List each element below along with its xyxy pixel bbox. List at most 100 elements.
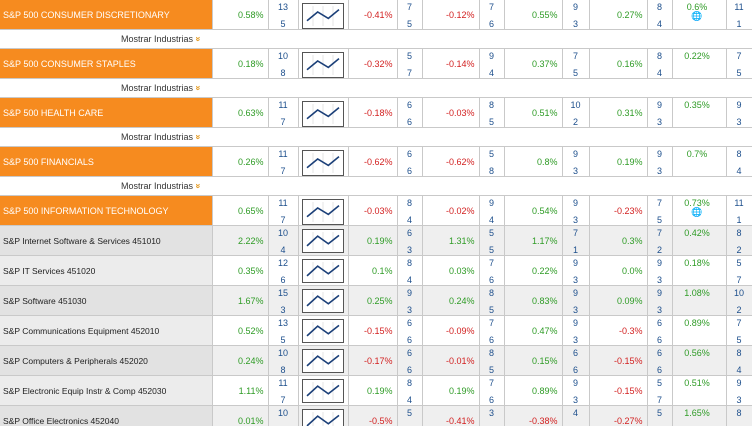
change-value: -0.23% (589, 195, 648, 226)
change-value: 0.03% (422, 255, 480, 286)
rank-up: 8 (656, 51, 662, 61)
show-industries-row[interactable]: Mostrar Industrias» (0, 29, 752, 49)
sparkline-cell[interactable] (298, 375, 349, 406)
chevron-double-down-icon[interactable]: » (193, 134, 204, 140)
rank-up: 10 (277, 348, 288, 358)
sparkline-line (306, 414, 340, 426)
rank-down: 6 (406, 166, 412, 176)
sparkline-frame[interactable] (302, 379, 344, 403)
sparkline-line (306, 384, 340, 397)
rank-up: 6 (406, 228, 412, 238)
rank-up: 10 (733, 288, 744, 298)
globe-icon[interactable]: 🌐 (691, 11, 703, 21)
sparkline-frame[interactable] (302, 229, 344, 253)
chevron-double-down-icon[interactable]: » (193, 36, 204, 42)
rank-down: 8 (280, 365, 286, 375)
change-value: 0.1% (348, 255, 398, 286)
industry-row[interactable]: S&P Electronic Equip Instr & Comp 452030… (0, 375, 752, 406)
rank-up: 8 (736, 408, 742, 418)
sparkline-frame[interactable] (302, 319, 344, 343)
sparkline-cell[interactable] (298, 48, 349, 79)
industry-name: S&P IT Services 451020 (0, 255, 213, 286)
sector-name: S&P 500 CONSUMER DISCRETIONARY (0, 0, 213, 30)
industry-row[interactable]: S&P Computers & Peripherals 452020 0.24% 1… (0, 345, 752, 376)
chevron-double-down-icon[interactable]: » (193, 85, 204, 91)
sparkline-cell[interactable] (298, 255, 349, 286)
show-industries-link[interactable]: Mostrar Industrias» (0, 29, 752, 49)
show-industries-label[interactable]: Mostrar Industrias (121, 34, 194, 44)
rank-down: 5 (656, 215, 662, 225)
sparkline-cell[interactable] (298, 195, 349, 226)
change-value: 0.47% (504, 315, 563, 346)
sparkline-cell[interactable] (298, 405, 349, 426)
rank-up: 10 (277, 228, 288, 238)
industry-row[interactable]: S&P Software 451030 1.67% 15 3 0.25% 9 3 0.24% 8… (0, 285, 752, 316)
change-value: -0.15% (589, 375, 648, 406)
rank-up: 11 (734, 2, 744, 12)
rank-cell: 10 8 (268, 48, 299, 79)
sparkline-cell[interactable] (298, 225, 349, 256)
show-industries-label[interactable]: Mostrar Industrias (121, 132, 194, 142)
industry-row[interactable]: S&P IT Services 451020 0.35% 12 6 0.1% 8 4 0.03… (0, 255, 752, 286)
show-industries-label[interactable]: Mostrar Industrias (121, 83, 194, 93)
show-industries-link[interactable]: Mostrar Industrias» (0, 176, 752, 196)
rank-up: 10 (277, 51, 288, 61)
sector-row[interactable]: S&P 500 INFORMATION TECHNOLOGY 0.65% 11 7 -0… (0, 195, 752, 226)
sparkline-frame[interactable] (302, 198, 344, 225)
sparkline-frame[interactable] (302, 409, 344, 426)
sparkline-frame[interactable] (302, 100, 344, 127)
sparkline-frame[interactable] (302, 259, 344, 283)
change-value: 0.52% (212, 315, 269, 346)
show-industries-label[interactable]: Mostrar Industrias (121, 181, 194, 191)
show-industries-row[interactable]: Mostrar Industrias» (0, 127, 752, 147)
chevron-double-down-icon[interactable]: » (193, 183, 204, 189)
sparkline-cell[interactable] (298, 97, 349, 128)
sparkline-frame[interactable] (302, 51, 344, 78)
sparkline-cell[interactable] (298, 285, 349, 316)
industry-row[interactable]: S&P Communications Equipment 452010 0.52%… (0, 315, 752, 346)
show-industries-row[interactable]: Mostrar Industrias» (0, 176, 752, 196)
show-industries-link[interactable]: Mostrar Industrias» (0, 127, 752, 147)
sparkline-cell[interactable] (298, 0, 349, 30)
globe-icon[interactable]: 🌐 (691, 207, 703, 217)
rank-up: 5 (736, 258, 742, 268)
sector-row[interactable]: S&P 500 CONSUMER DISCRETIONARY 0.58% 13 5 -0… (0, 0, 752, 30)
sparkline-cell[interactable] (298, 146, 349, 177)
change-value: 0.31% (589, 97, 648, 128)
sparkline-frame[interactable] (302, 149, 344, 176)
change-value: 0.37% (504, 48, 563, 79)
rank-cell: 107 (268, 405, 299, 426)
sparkline-frame[interactable] (302, 289, 344, 313)
rank-up: 6 (406, 149, 412, 159)
show-industries-link[interactable]: Mostrar Industrias» (0, 78, 752, 98)
sparkline-frame[interactable] (302, 2, 344, 29)
industry-name: S&P Communications Equipment 452010 (0, 315, 213, 346)
industry-row[interactable]: S&P Internet Software & Services 451010 2… (0, 225, 752, 256)
rank-up: 7 (736, 51, 742, 61)
rank-up: 7 (488, 318, 494, 328)
rank-up: 4 (572, 408, 578, 418)
sector-row[interactable]: S&P 500 HEALTH CARE 0.63% 11 7 -0.18% 6 6 -0.03… (0, 97, 752, 128)
rank-up: 9 (572, 149, 578, 159)
show-industries-row[interactable]: Mostrar Industrias» (0, 78, 752, 98)
sector-row[interactable]: S&P 500 CONSUMER STAPLES 0.18% 10 8 -0.32% 5 7… (0, 48, 752, 79)
rank-up: 9 (656, 258, 662, 268)
sector-row[interactable]: S&P 500 FINANCIALS 0.26% 11 7 -0.62% 6 6 -0.62%… (0, 146, 752, 177)
rank-up: 6 (406, 348, 412, 358)
sparkline-frame[interactable] (302, 349, 344, 373)
sparkline-cell[interactable] (298, 345, 349, 376)
sparkline-cell[interactable] (298, 315, 349, 346)
rank-down: 8 (488, 166, 494, 176)
rank-down: 5 (488, 365, 494, 375)
